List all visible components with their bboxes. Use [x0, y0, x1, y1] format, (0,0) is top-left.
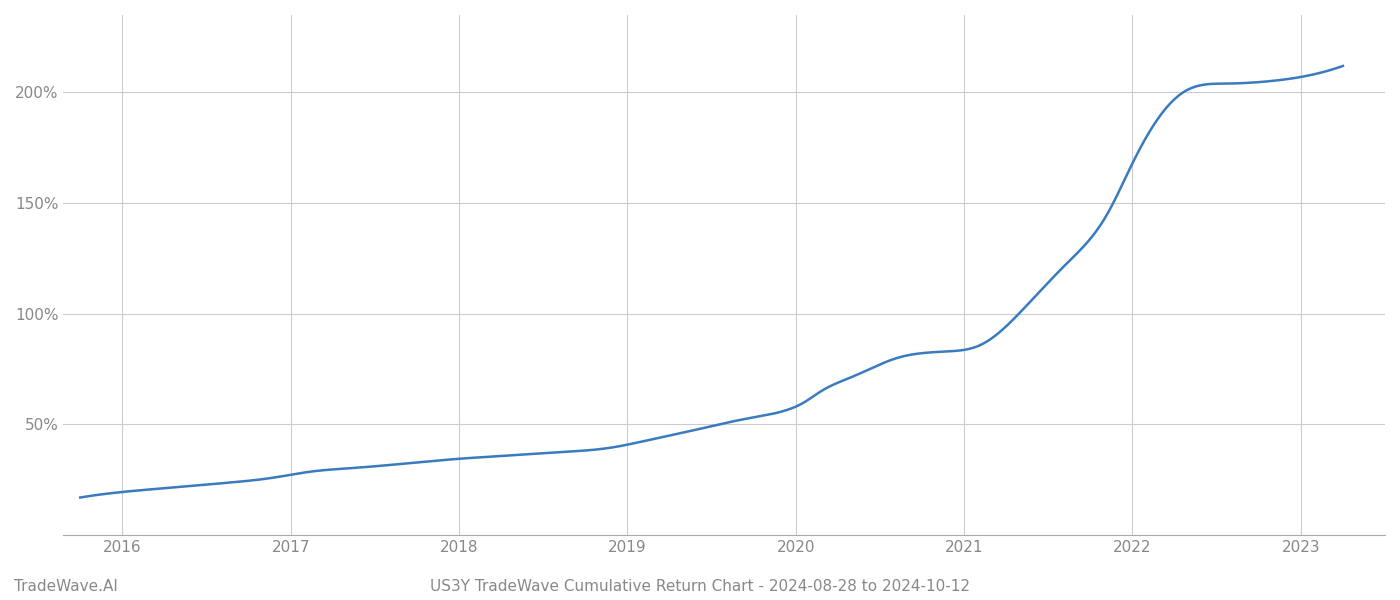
Text: US3Y TradeWave Cumulative Return Chart - 2024-08-28 to 2024-10-12: US3Y TradeWave Cumulative Return Chart -…	[430, 579, 970, 594]
Text: TradeWave.AI: TradeWave.AI	[14, 579, 118, 594]
